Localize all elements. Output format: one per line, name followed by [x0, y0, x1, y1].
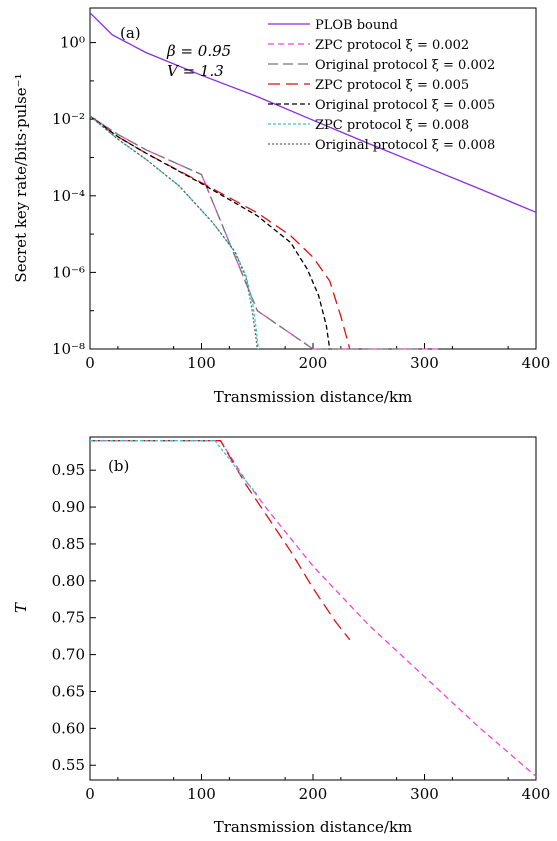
panel-a-xlabel: Transmission distance/km	[214, 388, 413, 406]
panel-a-ticks: 0 100 200 300 400 10⁰ 10⁻² 10⁻⁴ 10⁻⁶ 10⁻⁸	[52, 34, 550, 372]
panel-a-series	[89, 12, 537, 350]
panel-b-ytick-label: 0.85	[52, 535, 85, 553]
panel-b-ticks: 0 100 200 300 400 0.55 0.60 0.65 0.70 0.75 0.80 0.8…	[52, 461, 551, 803]
legend-entry-zpc-protocol-0-005: ZPC protocol ξ = 0.005	[315, 78, 469, 93]
panel-b-series-1	[90, 440, 351, 641]
legend-entry-zpc-protocol-0-002: ZPC protocol ξ = 0.002	[315, 38, 469, 53]
panel-b-series	[90, 440, 537, 777]
panel-a-ytick-label: 10⁻⁴	[52, 187, 85, 205]
panel-b-xlabel: Transmission distance/km	[214, 818, 413, 836]
panel-b-label: (b)	[108, 457, 129, 475]
panel-a-series-original-protocol-0-005	[89, 115, 331, 350]
panel-b-ytick-label: 0.70	[52, 646, 85, 664]
panel-b-ytick-label: 0.55	[52, 756, 85, 774]
legend-entry-zpc-protocol-0-008: ZPC protocol ξ = 0.008	[315, 118, 469, 133]
panel-b-axes-frame	[89, 436, 537, 781]
legend-entry-original-protocol-0-008: Original protocol ξ = 0.008	[315, 138, 495, 153]
panel-a-label: (a)	[120, 24, 141, 42]
panel-b-ytick-label: 0.90	[52, 498, 85, 516]
panel-b-xtick-label-400: 400	[522, 785, 551, 803]
panel-b-chart: 0 100 200 300 400 0.55 0.60 0.65 0.70 0.75 0.80 0.8…	[12, 436, 551, 836]
panel-a-legend: PLOB bound ZPC protocol ξ = 0.002 Original…	[268, 18, 495, 153]
panel-a-ytick-label: 10⁻²	[52, 110, 85, 128]
panel-b-xtick-label-0: 0	[85, 785, 95, 803]
panel-a-xtick-label-0: 0	[85, 354, 95, 372]
panel-a-xtick-label-400: 400	[522, 354, 551, 372]
legend-entry-original-protocol-0-005: Original protocol ξ = 0.005	[315, 98, 495, 113]
legend-entry-original-protocol-0-002: Original protocol ξ = 0.002	[315, 58, 495, 73]
panel-a-xtick-label-300: 300	[410, 354, 439, 372]
panel-a-xtick-label-100: 100	[187, 354, 216, 372]
panel-a-series-original-protocol-0-002	[89, 115, 423, 350]
panel-b-series-2	[90, 440, 259, 497]
panel-a-series-zpc-protocol-0-005	[89, 115, 351, 350]
panel-b-ytick-label: 0.80	[52, 572, 85, 590]
panel-a-annotation-beta: β = 0.95	[166, 42, 231, 60]
panel-b-ytick-label: 0.95	[52, 461, 85, 479]
panel-a-ylabel: Secret key rate/bits·pulse⁻¹	[12, 73, 30, 282]
panel-b-xtick-label-100: 100	[187, 785, 216, 803]
panel-b-ytick-label: 0.65	[52, 682, 85, 700]
panel-a-chart: 0 100 200 300 400 10⁰ 10⁻² 10⁻⁴ 10⁻⁶ 10⁻⁸ (a) β =…	[12, 7, 550, 406]
panel-a-annotation-v: V = 1.3	[167, 62, 224, 80]
panel-b-ytick-label: 0.60	[52, 719, 85, 737]
panel-b-series-0	[90, 440, 537, 777]
panel-a-ytick-label: 10⁻⁸	[52, 340, 85, 358]
panel-a-ytick-label: 10⁰	[60, 34, 85, 52]
legend-entry-plob-bound: PLOB bound	[315, 18, 398, 33]
panel-a-series-zpc-protocol-0-008	[89, 115, 260, 350]
panel-b-ytick-label: 0.75	[52, 609, 85, 627]
panel-b-xtick-label-300: 300	[410, 785, 439, 803]
panel-a-ytick-label: 10⁻⁶	[52, 263, 85, 281]
panel-b-xtick-label-200: 200	[299, 785, 328, 803]
panel-b-ylabel: T	[12, 602, 30, 613]
panel-a-series-plob-bound	[89, 12, 537, 213]
panel-a-series-original-protocol-0-008	[89, 115, 258, 350]
panel-a-xtick-label-200: 200	[299, 354, 328, 372]
